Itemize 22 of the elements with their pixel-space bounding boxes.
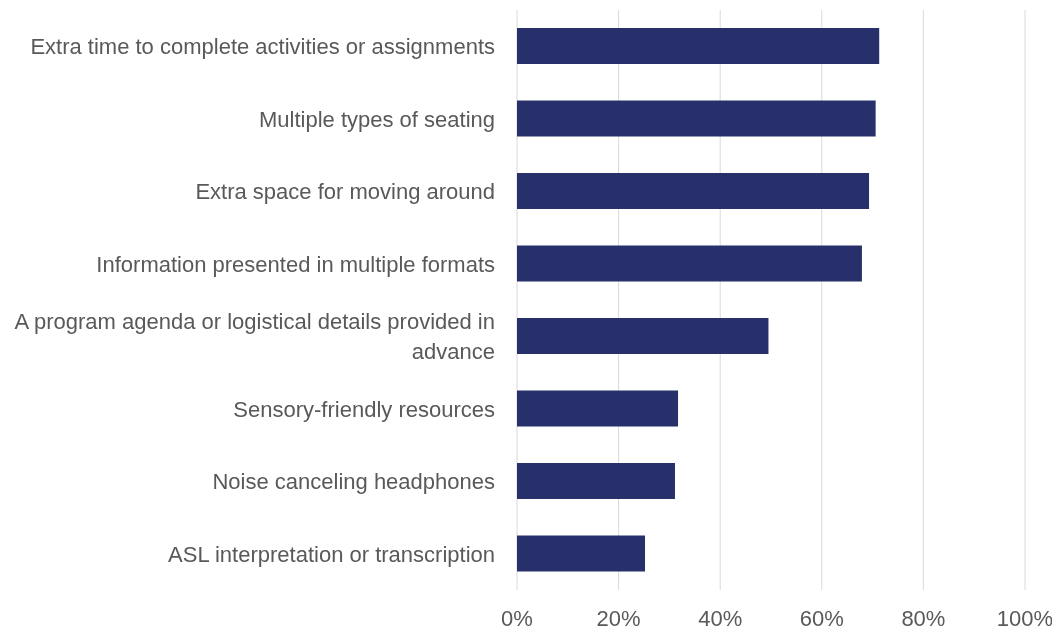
x-tick-label: 60% xyxy=(799,605,844,631)
x-tick-label: 100% xyxy=(996,605,1054,631)
bar xyxy=(517,28,880,64)
bar xyxy=(517,100,876,137)
y-tick-label: Multiple types of seating xyxy=(258,106,495,132)
y-tick-label: Extra time to complete activities or assignments xyxy=(30,33,495,59)
y-tick-label: Information presented in multiple formats xyxy=(96,251,495,277)
bar xyxy=(517,318,769,354)
y-tick-label: Extra space for moving around xyxy=(195,178,495,204)
y-tick-label: ASL interpretation or transcription xyxy=(168,541,495,567)
bar xyxy=(517,390,679,427)
y-tick-label: Noise canceling headphones xyxy=(212,468,495,494)
bar xyxy=(517,173,870,209)
bar xyxy=(517,245,862,282)
x-tick-label: 80% xyxy=(901,605,946,631)
bar xyxy=(517,463,675,499)
x-tick-label: 0% xyxy=(501,605,533,631)
x-tick-label: 40% xyxy=(698,605,743,631)
bar xyxy=(517,535,646,572)
x-tick-label: 20% xyxy=(596,605,641,631)
y-tick-label: Sensory-friendly resources xyxy=(233,396,495,422)
y-tick-label: A program agenda or logistical details provided in advance xyxy=(14,308,495,364)
